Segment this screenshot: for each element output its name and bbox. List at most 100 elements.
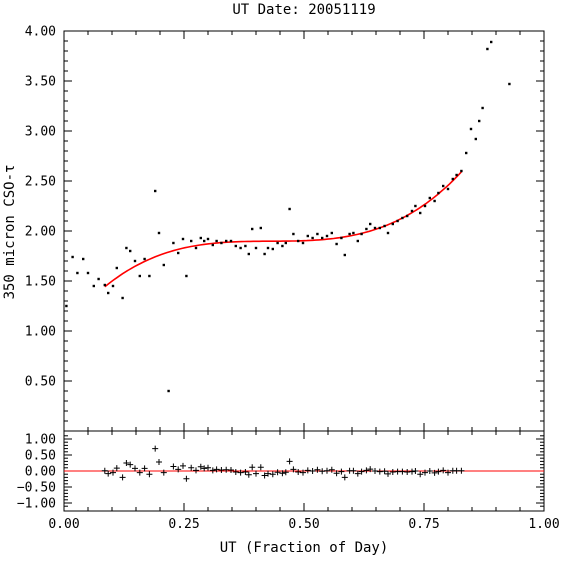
residual-point [228, 467, 234, 473]
data-point [157, 231, 161, 235]
x-axis-label: UT (Fraction of Day) [220, 540, 389, 556]
data-point [172, 241, 175, 245]
residual-point [152, 445, 159, 452]
residual-point [119, 474, 126, 481]
x-tick-labels: 0.00 0.25 0.50 0.75 1.00 [48, 517, 559, 532]
data-points [65, 40, 511, 393]
residual-point [409, 468, 415, 475]
data-point [259, 226, 262, 230]
residual-point [123, 460, 130, 466]
data-point [383, 224, 386, 228]
residual-point [170, 463, 177, 470]
residual-point [253, 470, 259, 477]
resid-y-tick-label: −0.50 [17, 481, 56, 496]
data-point [373, 226, 377, 230]
data-point [107, 291, 110, 295]
data-point [86, 271, 90, 275]
data-point [143, 257, 146, 261]
residual-point [431, 469, 438, 476]
residual-point [209, 467, 216, 474]
residual-point [232, 469, 239, 475]
residual-point [156, 459, 162, 465]
residual-point [257, 464, 264, 471]
residual-point [426, 468, 433, 474]
main-y-tick-label: 3.00 [25, 125, 56, 140]
residual-point [113, 465, 120, 472]
data-point [330, 231, 333, 235]
residual-point [417, 471, 424, 478]
residual-point [314, 466, 321, 473]
data-point [428, 196, 431, 200]
data-point [167, 389, 170, 393]
residual-point [127, 461, 134, 468]
residual-point [180, 462, 186, 469]
residual-point [319, 468, 326, 475]
residual-point [282, 469, 289, 476]
data-point [115, 266, 118, 270]
data-point [297, 239, 300, 243]
residual-point [205, 464, 211, 471]
data-point [391, 222, 394, 226]
residual-point [201, 465, 208, 472]
x-tick-label: 0.50 [288, 517, 319, 532]
data-point [271, 247, 274, 251]
main-y-tick-label: 3.50 [25, 75, 56, 90]
residual-point [188, 464, 195, 471]
data-point [437, 191, 440, 195]
fit-curve [104, 171, 462, 288]
data-point [486, 47, 489, 51]
residual-point [440, 467, 447, 474]
residual-point [381, 468, 388, 475]
data-point [111, 284, 115, 288]
residual-point [141, 465, 148, 472]
data-point [76, 271, 79, 275]
residual-point [412, 468, 419, 474]
residual-point [333, 470, 340, 477]
data-point [92, 284, 95, 288]
residual-point [286, 458, 293, 465]
main-y-tick-label: 4.00 [25, 25, 56, 40]
residual-point [160, 469, 167, 476]
residual-point [274, 469, 281, 476]
data-point [133, 259, 137, 263]
residual-point [324, 467, 330, 474]
chart-title: UT Date: 20051119 [232, 2, 375, 18]
data-point [162, 263, 165, 267]
data-point [65, 304, 68, 308]
data-point [203, 239, 206, 243]
residual-point [265, 470, 271, 477]
data-point [343, 253, 346, 257]
y-axis-label: 350 micron CSO-τ [2, 165, 18, 300]
data-point [281, 244, 284, 248]
data-point [340, 236, 343, 240]
data-point [215, 239, 218, 243]
x-tick-label: 0.25 [168, 517, 199, 532]
main-axis-ticks [63, 30, 545, 431]
data-point [263, 252, 266, 256]
residual-point [422, 469, 428, 476]
main-y-tick-labels: 0.50 1.00 1.50 2.00 2.50 3.00 3.50 4.00 [25, 25, 56, 390]
residual-point [101, 467, 108, 474]
data-point [284, 241, 287, 245]
data-point [239, 246, 242, 250]
data-point [316, 232, 319, 236]
residual-point [458, 467, 465, 474]
resid-y-tick-label: 1.00 [25, 433, 56, 448]
residual-point [309, 468, 316, 474]
residual-point [193, 467, 199, 474]
data-point [360, 232, 363, 236]
data-point [423, 204, 427, 208]
data-point [71, 255, 74, 259]
residual-point [136, 469, 143, 476]
residual-points [101, 445, 465, 482]
data-point [229, 239, 233, 243]
data-point [474, 137, 477, 141]
residual-point [279, 470, 286, 477]
residual-point [261, 472, 268, 479]
data-point [103, 283, 106, 287]
residual-point [132, 465, 138, 472]
resid-y-tick-label: −1.00 [17, 497, 56, 512]
data-point [419, 211, 422, 215]
data-point [406, 214, 409, 218]
residual-point [249, 464, 256, 471]
